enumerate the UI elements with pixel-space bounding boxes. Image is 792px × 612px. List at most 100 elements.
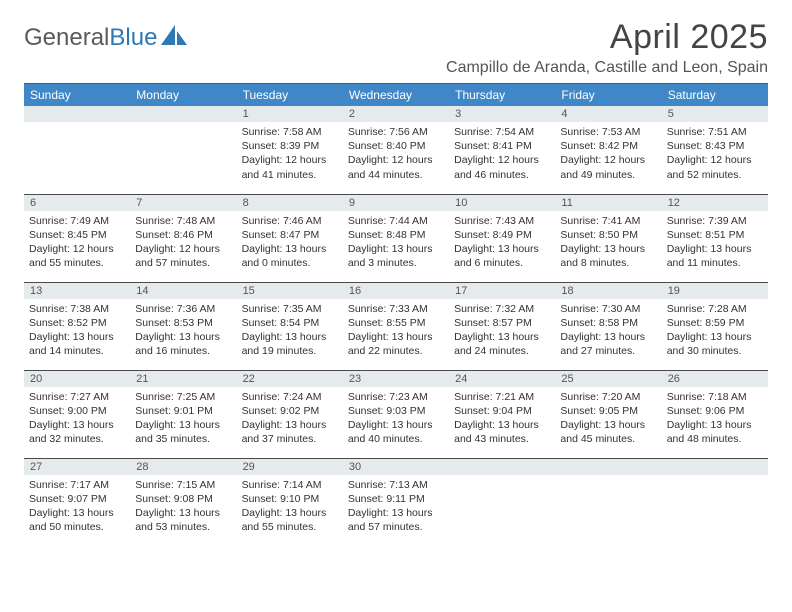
day-number-bar: 9 bbox=[343, 195, 449, 211]
day-number-bar: 10 bbox=[449, 195, 555, 211]
day-number-bar: 13 bbox=[24, 283, 130, 299]
day-details: Sunrise: 7:44 AMSunset: 8:48 PMDaylight:… bbox=[343, 211, 449, 275]
day-details: Sunrise: 7:39 AMSunset: 8:51 PMDaylight:… bbox=[662, 211, 768, 275]
calendar-cell: 19Sunrise: 7:28 AMSunset: 8:59 PMDayligh… bbox=[662, 282, 768, 370]
calendar-cell: 27Sunrise: 7:17 AMSunset: 9:07 PMDayligh… bbox=[24, 458, 130, 546]
calendar-cell: 12Sunrise: 7:39 AMSunset: 8:51 PMDayligh… bbox=[662, 194, 768, 282]
day-sunset: Sunset: 8:48 PM bbox=[348, 228, 444, 242]
day-daylight2: and 32 minutes. bbox=[29, 432, 125, 446]
day-daylight2: and 43 minutes. bbox=[454, 432, 550, 446]
day-number-bar: 1 bbox=[237, 106, 343, 122]
calendar-cell: 22Sunrise: 7:24 AMSunset: 9:02 PMDayligh… bbox=[237, 370, 343, 458]
day-daylight2: and 45 minutes. bbox=[560, 432, 656, 446]
calendar-cell: 11Sunrise: 7:41 AMSunset: 8:50 PMDayligh… bbox=[555, 194, 661, 282]
location: Campillo de Aranda, Castille and Leon, S… bbox=[446, 59, 768, 77]
day-details: Sunrise: 7:14 AMSunset: 9:10 PMDaylight:… bbox=[237, 475, 343, 539]
calendar-cell: 23Sunrise: 7:23 AMSunset: 9:03 PMDayligh… bbox=[343, 370, 449, 458]
day-daylight1: Daylight: 13 hours bbox=[348, 330, 444, 344]
weekday-header: Thursday bbox=[449, 84, 555, 106]
day-daylight2: and 24 minutes. bbox=[454, 344, 550, 358]
day-details: Sunrise: 7:38 AMSunset: 8:52 PMDaylight:… bbox=[24, 299, 130, 363]
day-details: Sunrise: 7:23 AMSunset: 9:03 PMDaylight:… bbox=[343, 387, 449, 451]
day-details: Sunrise: 7:32 AMSunset: 8:57 PMDaylight:… bbox=[449, 299, 555, 363]
day-daylight1: Daylight: 12 hours bbox=[135, 242, 231, 256]
brand-sail-icon bbox=[161, 24, 187, 52]
day-sunset: Sunset: 8:43 PM bbox=[667, 139, 763, 153]
day-sunset: Sunset: 9:06 PM bbox=[667, 404, 763, 418]
day-details: Sunrise: 7:56 AMSunset: 8:40 PMDaylight:… bbox=[343, 122, 449, 186]
day-sunrise: Sunrise: 7:32 AM bbox=[454, 302, 550, 316]
day-sunset: Sunset: 8:47 PM bbox=[242, 228, 338, 242]
day-details: Sunrise: 7:13 AMSunset: 9:11 PMDaylight:… bbox=[343, 475, 449, 539]
day-daylight1: Daylight: 13 hours bbox=[667, 330, 763, 344]
calendar-cell-blank bbox=[130, 106, 236, 194]
day-sunset: Sunset: 8:52 PM bbox=[29, 316, 125, 330]
day-daylight1: Daylight: 13 hours bbox=[29, 330, 125, 344]
calendar-cell-blank bbox=[449, 458, 555, 546]
calendar-cell: 1Sunrise: 7:58 AMSunset: 8:39 PMDaylight… bbox=[237, 106, 343, 194]
calendar-cell: 14Sunrise: 7:36 AMSunset: 8:53 PMDayligh… bbox=[130, 282, 236, 370]
day-daylight2: and 57 minutes. bbox=[348, 520, 444, 534]
day-details: Sunrise: 7:27 AMSunset: 9:00 PMDaylight:… bbox=[24, 387, 130, 451]
day-sunset: Sunset: 9:05 PM bbox=[560, 404, 656, 418]
day-daylight1: Daylight: 13 hours bbox=[135, 506, 231, 520]
day-daylight1: Daylight: 13 hours bbox=[667, 242, 763, 256]
calendar-cell-blank bbox=[24, 106, 130, 194]
calendar-cell: 29Sunrise: 7:14 AMSunset: 9:10 PMDayligh… bbox=[237, 458, 343, 546]
day-details: Sunrise: 7:51 AMSunset: 8:43 PMDaylight:… bbox=[662, 122, 768, 186]
calendar-cell: 5Sunrise: 7:51 AMSunset: 8:43 PMDaylight… bbox=[662, 106, 768, 194]
day-sunset: Sunset: 8:46 PM bbox=[135, 228, 231, 242]
day-daylight1: Daylight: 12 hours bbox=[242, 153, 338, 167]
day-daylight2: and 52 minutes. bbox=[667, 168, 763, 182]
day-number-bar: 15 bbox=[237, 283, 343, 299]
day-number-bar: 19 bbox=[662, 283, 768, 299]
day-daylight2: and 55 minutes. bbox=[29, 256, 125, 270]
day-daylight1: Daylight: 13 hours bbox=[29, 506, 125, 520]
day-sunrise: Sunrise: 7:28 AM bbox=[667, 302, 763, 316]
day-number-bar: 23 bbox=[343, 371, 449, 387]
calendar-cell: 6Sunrise: 7:49 AMSunset: 8:45 PMDaylight… bbox=[24, 194, 130, 282]
day-sunrise: Sunrise: 7:27 AM bbox=[29, 390, 125, 404]
day-details: Sunrise: 7:33 AMSunset: 8:55 PMDaylight:… bbox=[343, 299, 449, 363]
day-daylight2: and 19 minutes. bbox=[242, 344, 338, 358]
day-details: Sunrise: 7:30 AMSunset: 8:58 PMDaylight:… bbox=[555, 299, 661, 363]
day-number-bar: 5 bbox=[662, 106, 768, 122]
calendar-cell: 2Sunrise: 7:56 AMSunset: 8:40 PMDaylight… bbox=[343, 106, 449, 194]
day-sunrise: Sunrise: 7:48 AM bbox=[135, 214, 231, 228]
weekday-header: Wednesday bbox=[343, 84, 449, 106]
day-daylight1: Daylight: 13 hours bbox=[454, 330, 550, 344]
day-daylight2: and 44 minutes. bbox=[348, 168, 444, 182]
day-daylight2: and 0 minutes. bbox=[242, 256, 338, 270]
day-number-bar: 20 bbox=[24, 371, 130, 387]
day-sunrise: Sunrise: 7:49 AM bbox=[29, 214, 125, 228]
day-daylight1: Daylight: 13 hours bbox=[454, 418, 550, 432]
day-details: Sunrise: 7:41 AMSunset: 8:50 PMDaylight:… bbox=[555, 211, 661, 275]
day-daylight2: and 3 minutes. bbox=[348, 256, 444, 270]
day-number-bar: 14 bbox=[130, 283, 236, 299]
calendar-week-row: 20Sunrise: 7:27 AMSunset: 9:00 PMDayligh… bbox=[24, 370, 768, 458]
day-details: Sunrise: 7:35 AMSunset: 8:54 PMDaylight:… bbox=[237, 299, 343, 363]
day-daylight1: Daylight: 13 hours bbox=[29, 418, 125, 432]
title-block: April 2025 Campillo de Aranda, Castille … bbox=[446, 18, 768, 77]
weekday-header: Saturday bbox=[662, 84, 768, 106]
day-daylight2: and 27 minutes. bbox=[560, 344, 656, 358]
day-sunset: Sunset: 9:00 PM bbox=[29, 404, 125, 418]
day-daylight1: Daylight: 13 hours bbox=[135, 330, 231, 344]
day-number-bar: 16 bbox=[343, 283, 449, 299]
day-daylight1: Daylight: 13 hours bbox=[560, 330, 656, 344]
brand-name-1: General bbox=[24, 24, 109, 52]
day-daylight2: and 14 minutes. bbox=[29, 344, 125, 358]
day-daylight1: Daylight: 13 hours bbox=[348, 506, 444, 520]
day-details: Sunrise: 7:15 AMSunset: 9:08 PMDaylight:… bbox=[130, 475, 236, 539]
day-sunrise: Sunrise: 7:46 AM bbox=[242, 214, 338, 228]
day-number-bar: 30 bbox=[343, 459, 449, 475]
day-sunset: Sunset: 9:01 PM bbox=[135, 404, 231, 418]
day-daylight1: Daylight: 13 hours bbox=[242, 330, 338, 344]
calendar-cell: 16Sunrise: 7:33 AMSunset: 8:55 PMDayligh… bbox=[343, 282, 449, 370]
day-sunrise: Sunrise: 7:56 AM bbox=[348, 125, 444, 139]
day-number-bar bbox=[24, 106, 130, 122]
day-sunrise: Sunrise: 7:20 AM bbox=[560, 390, 656, 404]
day-details: Sunrise: 7:21 AMSunset: 9:04 PMDaylight:… bbox=[449, 387, 555, 451]
day-daylight1: Daylight: 13 hours bbox=[454, 242, 550, 256]
day-sunrise: Sunrise: 7:43 AM bbox=[454, 214, 550, 228]
